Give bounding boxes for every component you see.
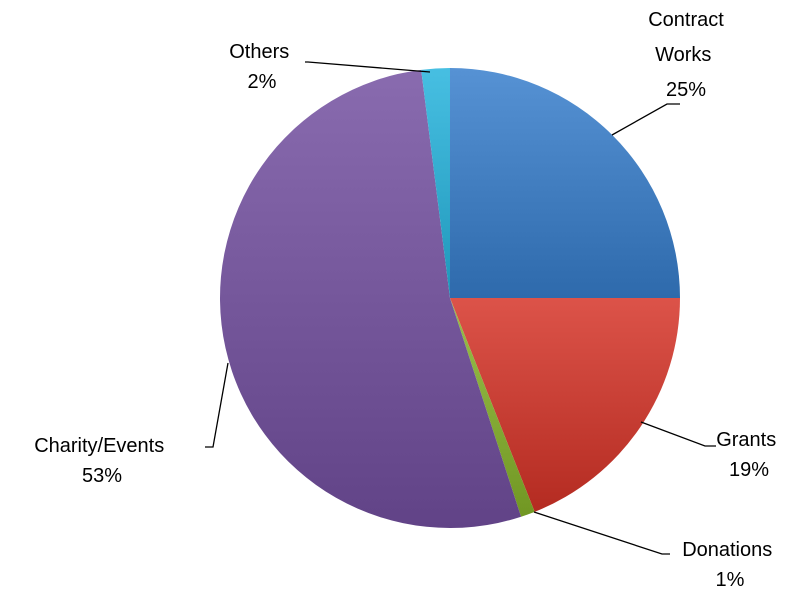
- leader-line-grants: [640, 421, 716, 447]
- slice-label-contract-works: Contract Works 25%: [648, 9, 724, 101]
- slice-label-value: 1%: [716, 569, 745, 588]
- leader-line-charity-events: [205, 362, 229, 448]
- labels-layer: Contract Works 25% Grants 19% Donations 1…: [34, 9, 782, 591]
- slice-label-value: 53%: [82, 465, 122, 487]
- slice-label-value: 2%: [248, 71, 277, 93]
- pie-slice-charity-events: [219, 69, 522, 529]
- slice-label-name-line1: Contract: [648, 9, 724, 31]
- slice-label-others: Others 2%: [229, 41, 295, 93]
- slice-label-name: Charity/Events: [34, 435, 164, 457]
- leader-line-contract-works: [611, 103, 680, 136]
- slice-label-charity-events: Charity/Events 53%: [34, 435, 170, 487]
- slice-label-name: Donations: [682, 539, 772, 561]
- pie-slice-contract-works: [450, 68, 680, 298]
- pie-slice-grants: [450, 298, 680, 512]
- slice-label-value: 19%: [729, 459, 769, 481]
- slice-label-donations: Donations 1%: [682, 539, 778, 588]
- slice-label-name-line2: Works: [655, 44, 711, 66]
- leader-line-others: [305, 61, 431, 73]
- leader-line-donations: [533, 511, 670, 555]
- leader-lines-layer: [205, 61, 716, 555]
- slices-layer: [219, 68, 680, 529]
- slice-label-name: Grants: [716, 429, 776, 451]
- pie-slice-donations: [450, 298, 535, 517]
- pie-slice-others: [421, 68, 450, 298]
- slice-label-name: Others: [229, 41, 289, 63]
- slice-label-value: 25%: [666, 79, 706, 101]
- slice-label-grants: Grants 19%: [716, 429, 782, 481]
